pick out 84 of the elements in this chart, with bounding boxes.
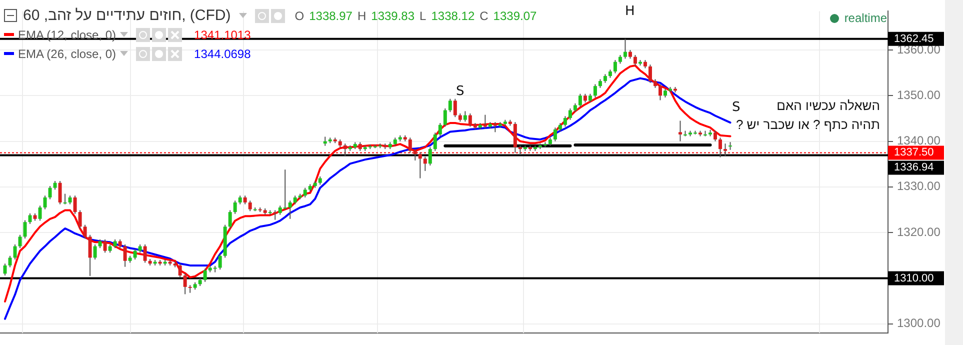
candlestick xyxy=(493,122,497,133)
annotation: 1344.0698 xyxy=(194,46,251,60)
candlestick xyxy=(678,120,682,142)
text: realtime xyxy=(844,11,887,25)
candlestick xyxy=(8,255,12,268)
candlestick xyxy=(228,210,232,229)
candlestick xyxy=(633,54,637,66)
candlestick xyxy=(343,143,347,156)
chart-title: חוזים עתידיים על זהב, 60, (CFD) xyxy=(23,7,231,24)
candlestick xyxy=(623,38,627,60)
candlestick xyxy=(303,187,307,198)
ref-line-label: 1310.00 xyxy=(894,272,934,284)
candlestick xyxy=(718,137,722,158)
candlestick xyxy=(433,132,437,152)
candlestick xyxy=(423,156,427,172)
candlestick xyxy=(133,248,137,260)
candlestick xyxy=(78,210,82,229)
candlestick xyxy=(48,186,52,200)
candlestick xyxy=(563,116,567,128)
candlestick xyxy=(188,284,192,294)
candlestick xyxy=(443,108,447,128)
y-tick-label: 1360.00 xyxy=(897,42,941,56)
candlestick xyxy=(248,200,252,212)
y-tick-label: 1340.00 xyxy=(897,134,941,148)
candlestick xyxy=(73,195,77,214)
candlestick xyxy=(518,144,522,156)
candlestick xyxy=(18,234,22,249)
y-tick-label: 1330.00 xyxy=(897,179,941,194)
candlestick xyxy=(463,110,467,122)
candlestick xyxy=(83,224,87,240)
candlestick xyxy=(578,93,582,108)
candlestick xyxy=(408,137,412,154)
legend-label: EMA (12, close, 0) xyxy=(18,28,116,42)
annotation: S xyxy=(732,100,740,115)
candlestick xyxy=(428,146,432,166)
candlestick xyxy=(203,268,207,282)
candlestick xyxy=(728,142,732,150)
candlestick xyxy=(3,263,7,276)
candlestick xyxy=(438,122,442,137)
candlestick xyxy=(183,273,187,295)
candlestick xyxy=(448,98,452,113)
ref-line-label: 1362.45 xyxy=(894,32,934,45)
candlestick xyxy=(88,234,92,276)
legend-label: EMA (26, close, 0) xyxy=(18,46,116,60)
candlestick xyxy=(553,127,557,142)
candlestick xyxy=(38,205,42,222)
y-tick-label: 1320.00 xyxy=(897,224,941,239)
candlestick xyxy=(58,180,62,205)
y-tick-label: 1350.00 xyxy=(897,88,941,102)
candlestick xyxy=(233,200,237,214)
candlestick xyxy=(593,84,597,98)
candlestick xyxy=(23,220,27,240)
candlestick xyxy=(103,238,107,254)
candlestick xyxy=(418,152,422,179)
candlestick xyxy=(43,195,47,210)
candlestick xyxy=(468,112,472,128)
annotation: H xyxy=(625,4,635,19)
annotation: O 1338.97 H 1339.83 L 1338.12 C 1339.07 xyxy=(294,8,537,22)
annotation: S xyxy=(456,84,464,99)
candlestick xyxy=(13,244,17,260)
candlestick xyxy=(568,108,572,120)
candlestick xyxy=(123,244,127,268)
candlestick xyxy=(93,244,97,260)
candlestick xyxy=(273,210,277,220)
text: תהיה כתף ? או שכבר יש ? xyxy=(736,116,880,134)
ref-line-label: 1336.94 xyxy=(894,162,934,174)
ref-line-label: 1337.50 xyxy=(894,146,934,159)
candlestick xyxy=(714,130,718,142)
candlestick xyxy=(143,244,147,264)
candlestick xyxy=(218,254,222,270)
y-tick-label: 1300.00 xyxy=(897,316,941,330)
candlestick xyxy=(513,122,517,154)
candlestick xyxy=(453,98,457,118)
candlestick xyxy=(613,60,617,74)
candlestick xyxy=(28,212,32,224)
candlestick xyxy=(648,64,652,84)
candlestick xyxy=(724,143,728,156)
candlestick xyxy=(178,263,182,278)
candlestick xyxy=(658,84,662,101)
text: השאלה עכשיו האם xyxy=(776,98,880,113)
annotation: 1341.1013 xyxy=(194,28,251,42)
candlestick xyxy=(288,200,292,220)
candlestick xyxy=(413,148,417,161)
candlestick xyxy=(63,193,67,205)
